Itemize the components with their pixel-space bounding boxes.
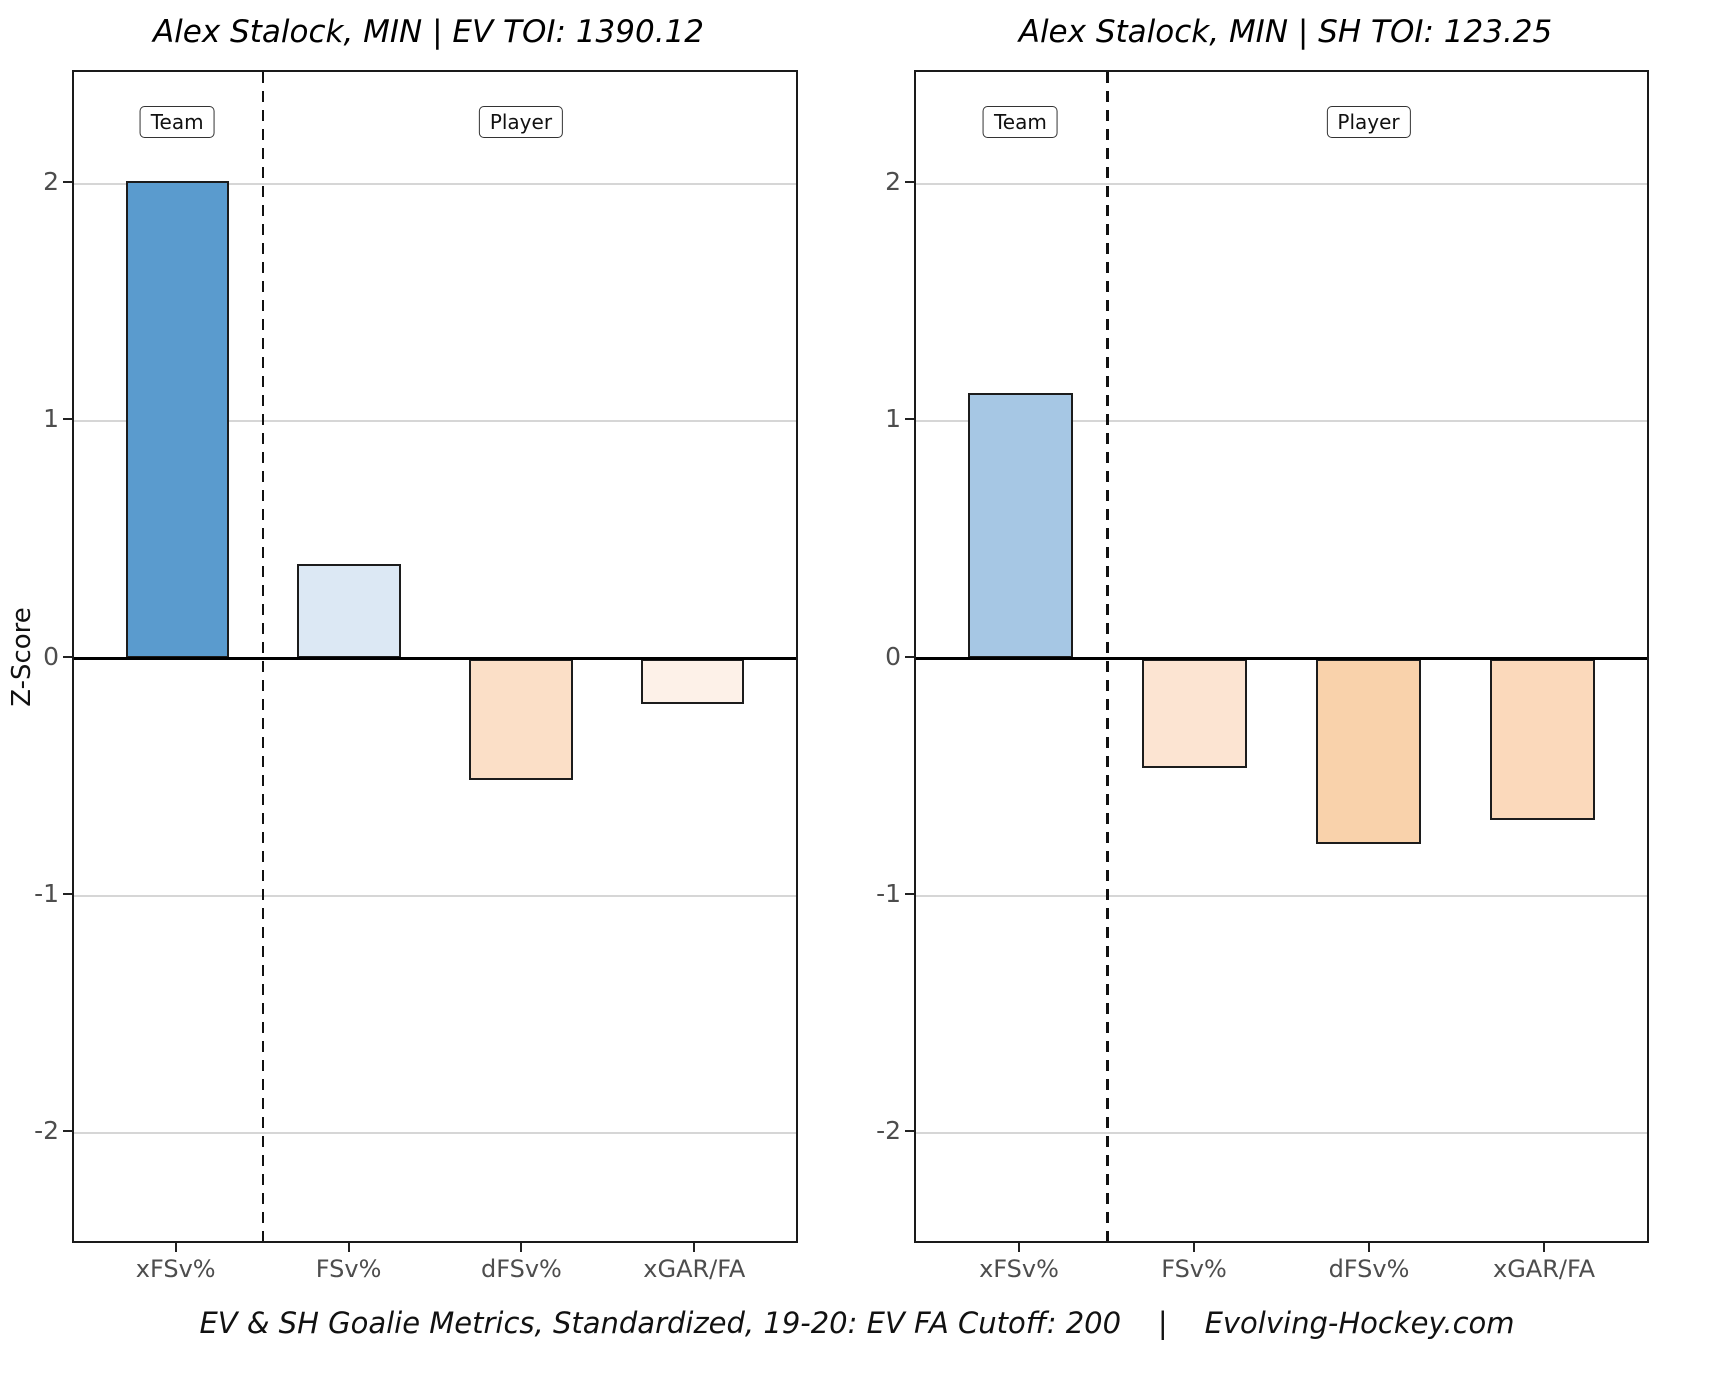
gridline-y-2 (74, 1132, 796, 1135)
x-tick-label: dFSv% (480, 1255, 562, 1283)
y-tick-label: 1 (885, 404, 901, 434)
gridline-y1 (74, 420, 796, 423)
x-tick-label: xGAR/FA (1493, 1255, 1595, 1283)
x-tick-label: xGAR/FA (643, 1255, 746, 1283)
bar-xGAR/FA (1490, 658, 1595, 820)
plot-panel-ev: Team Player (72, 70, 798, 1243)
y-tick-mark (63, 180, 72, 183)
zero-line (916, 657, 1647, 660)
y-tick-mark (63, 1130, 72, 1133)
x-tick-label: xFSv% (979, 1255, 1059, 1283)
y-tick-label: -1 (876, 878, 901, 908)
gridline-y2 (74, 182, 796, 185)
y-tick-mark (63, 418, 72, 421)
bar-dFSv% (1316, 658, 1421, 844)
x-tick-label: FSv% (1161, 1255, 1227, 1283)
x-tick-label: xFSv% (135, 1255, 216, 1283)
gridline-y2 (916, 182, 1647, 185)
y-axis-title: Z-Score (7, 607, 37, 707)
y-tick-mark (905, 1130, 914, 1133)
y-tick-mark (905, 418, 914, 421)
y-tick-label: 1 (43, 404, 59, 434)
bar-xFSv% (125, 181, 229, 659)
y-tick-label: 2 (43, 166, 59, 196)
team-player-separator (261, 72, 265, 1241)
gridline-y-2 (916, 1132, 1647, 1135)
figure-caption: EV & SH Goalie Metrics, Standardized, 19… (199, 1306, 1515, 1340)
chart-title-sh: Alex Stalock, MIN | SH TOI: 123.25 (1018, 14, 1553, 50)
bar-dFSv% (469, 658, 573, 780)
y-tick-label: 0 (885, 641, 901, 671)
y-tick-label: 2 (885, 166, 901, 196)
bar-xGAR/FA (641, 658, 745, 704)
x-tick-mark (1368, 1243, 1370, 1252)
chart-title-ev: Alex Stalock, MIN | EV TOI: 1390.12 (152, 14, 705, 50)
y-tick-label: -2 (34, 1116, 59, 1146)
y-tick-mark (905, 892, 914, 895)
gridline-y1 (916, 420, 1647, 423)
x-tick-mark (174, 1243, 177, 1252)
bar-FSv% (1142, 658, 1247, 768)
x-tick-mark (520, 1243, 523, 1252)
y-tick-mark (63, 892, 72, 895)
team-player-separator (1106, 72, 1109, 1241)
group-label-player: Player (478, 105, 564, 138)
y-tick-mark (905, 655, 914, 658)
zero-line (74, 657, 796, 660)
x-tick-mark (1543, 1243, 1545, 1252)
x-tick-mark (347, 1243, 350, 1252)
bar-xFSv% (968, 392, 1073, 659)
subplot-sh: Alex Stalock, MIN | SH TOI: 123.25 Team P… (857, 0, 1714, 1376)
group-label-team: Team (139, 105, 215, 138)
x-tick-label: FSv% (315, 1255, 382, 1283)
plot-panel-sh: Team Player (914, 70, 1649, 1243)
group-label-player: Player (1326, 105, 1411, 138)
y-tick-label: 0 (43, 641, 59, 671)
x-tick-mark (693, 1243, 696, 1252)
group-label-team: Team (982, 105, 1058, 138)
y-tick-label: -1 (34, 878, 59, 908)
y-tick-mark (905, 180, 914, 183)
gridline-y-1 (916, 894, 1647, 897)
subplot-ev: Alex Stalock, MIN | EV TOI: 1390.12 Team… (34, 14, 798, 1283)
y-tick-mark (63, 655, 72, 658)
gridline-y-1 (74, 894, 796, 897)
x-tick-label: dFSv% (1328, 1255, 1410, 1283)
x-tick-mark (1018, 1243, 1020, 1252)
bar-FSv% (297, 563, 401, 659)
y-tick-label: -2 (876, 1116, 901, 1146)
x-tick-mark (1193, 1243, 1195, 1252)
